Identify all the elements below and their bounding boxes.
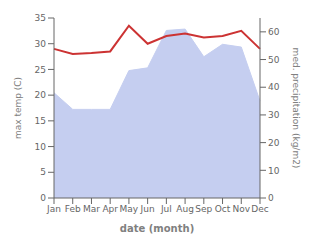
svg-text:15: 15 xyxy=(35,116,46,126)
svg-text:20: 20 xyxy=(268,138,280,148)
svg-text:May: May xyxy=(120,204,139,214)
svg-text:Mar: Mar xyxy=(83,204,100,214)
svg-text:max temp (C): max temp (C) xyxy=(13,77,23,139)
svg-text:Apr: Apr xyxy=(102,204,118,214)
svg-text:Jun: Jun xyxy=(140,204,155,214)
svg-text:Dec: Dec xyxy=(251,204,268,214)
svg-text:50: 50 xyxy=(268,55,280,65)
svg-text:40: 40 xyxy=(268,82,280,92)
svg-text:Oct: Oct xyxy=(215,204,231,214)
svg-text:Jan: Jan xyxy=(46,204,61,214)
svg-text:30: 30 xyxy=(268,110,280,120)
svg-text:Nov: Nov xyxy=(232,204,250,214)
svg-text:Sep: Sep xyxy=(195,204,212,214)
svg-text:10: 10 xyxy=(268,166,280,176)
svg-text:0: 0 xyxy=(40,193,46,203)
svg-text:20: 20 xyxy=(35,90,47,100)
svg-text:25: 25 xyxy=(35,65,46,75)
svg-text:5: 5 xyxy=(40,167,46,177)
svg-text:Aug: Aug xyxy=(176,204,194,214)
svg-text:Feb: Feb xyxy=(65,204,81,214)
svg-text:0: 0 xyxy=(268,193,274,203)
svg-text:30: 30 xyxy=(35,39,47,49)
svg-text:35: 35 xyxy=(35,13,46,23)
svg-text:60: 60 xyxy=(268,27,280,37)
svg-text:date (month): date (month) xyxy=(120,223,194,234)
svg-text:Jul: Jul xyxy=(160,204,172,214)
svg-text:10: 10 xyxy=(35,142,47,152)
svg-text:med. precipitation (kg/m2): med. precipitation (kg/m2) xyxy=(291,48,301,169)
